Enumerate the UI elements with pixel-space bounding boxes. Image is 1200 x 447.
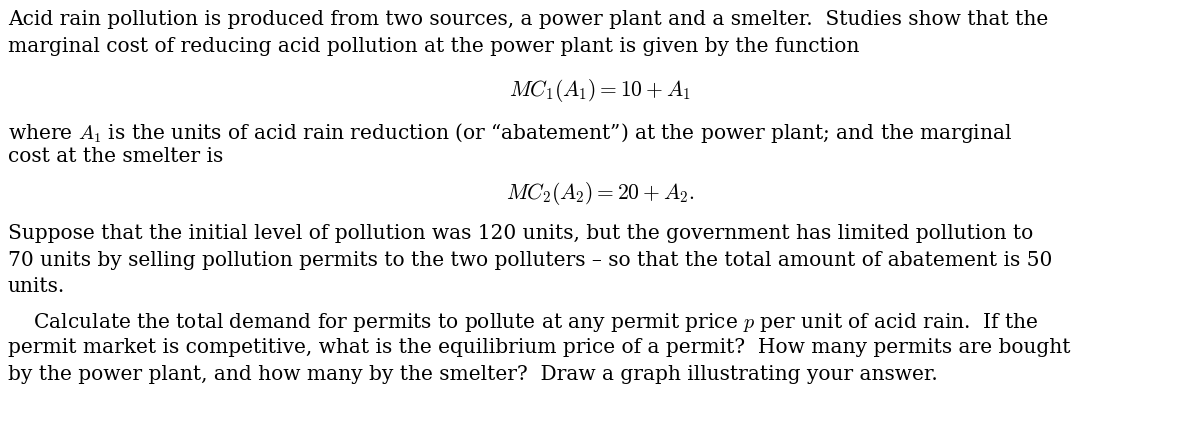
Text: units.: units. bbox=[8, 277, 65, 296]
Text: where $A_1$ is the units of acid rain reduction (or “abatement”) at the power pl: where $A_1$ is the units of acid rain re… bbox=[8, 121, 1013, 145]
Text: $MC_2(A_2) = 20 + A_2.$: $MC_2(A_2) = 20 + A_2.$ bbox=[506, 180, 694, 207]
Text: by the power plant, and how many by the smelter?  Draw a graph illustrating your: by the power plant, and how many by the … bbox=[8, 364, 937, 384]
Text: 70 units by selling pollution permits to the two polluters – so that the total a: 70 units by selling pollution permits to… bbox=[8, 250, 1052, 270]
Text: permit market is competitive, what is the equilibrium price of a permit?  How ma: permit market is competitive, what is th… bbox=[8, 338, 1070, 357]
Text: Suppose that the initial level of pollution was 120 units, but the government ha: Suppose that the initial level of pollut… bbox=[8, 224, 1033, 243]
Text: Calculate the total demand for permits to pollute at any permit price $p$ per un: Calculate the total demand for permits t… bbox=[8, 312, 1038, 334]
Text: marginal cost of reducing acid pollution at the power plant is given by the func: marginal cost of reducing acid pollution… bbox=[8, 37, 859, 55]
Text: Acid rain pollution is produced from two sources, a power plant and a smelter.  : Acid rain pollution is produced from two… bbox=[8, 10, 1049, 29]
Text: cost at the smelter is: cost at the smelter is bbox=[8, 148, 223, 166]
Text: $MC_1(A_1) = 10 + A_1$: $MC_1(A_1) = 10 + A_1$ bbox=[509, 77, 691, 104]
